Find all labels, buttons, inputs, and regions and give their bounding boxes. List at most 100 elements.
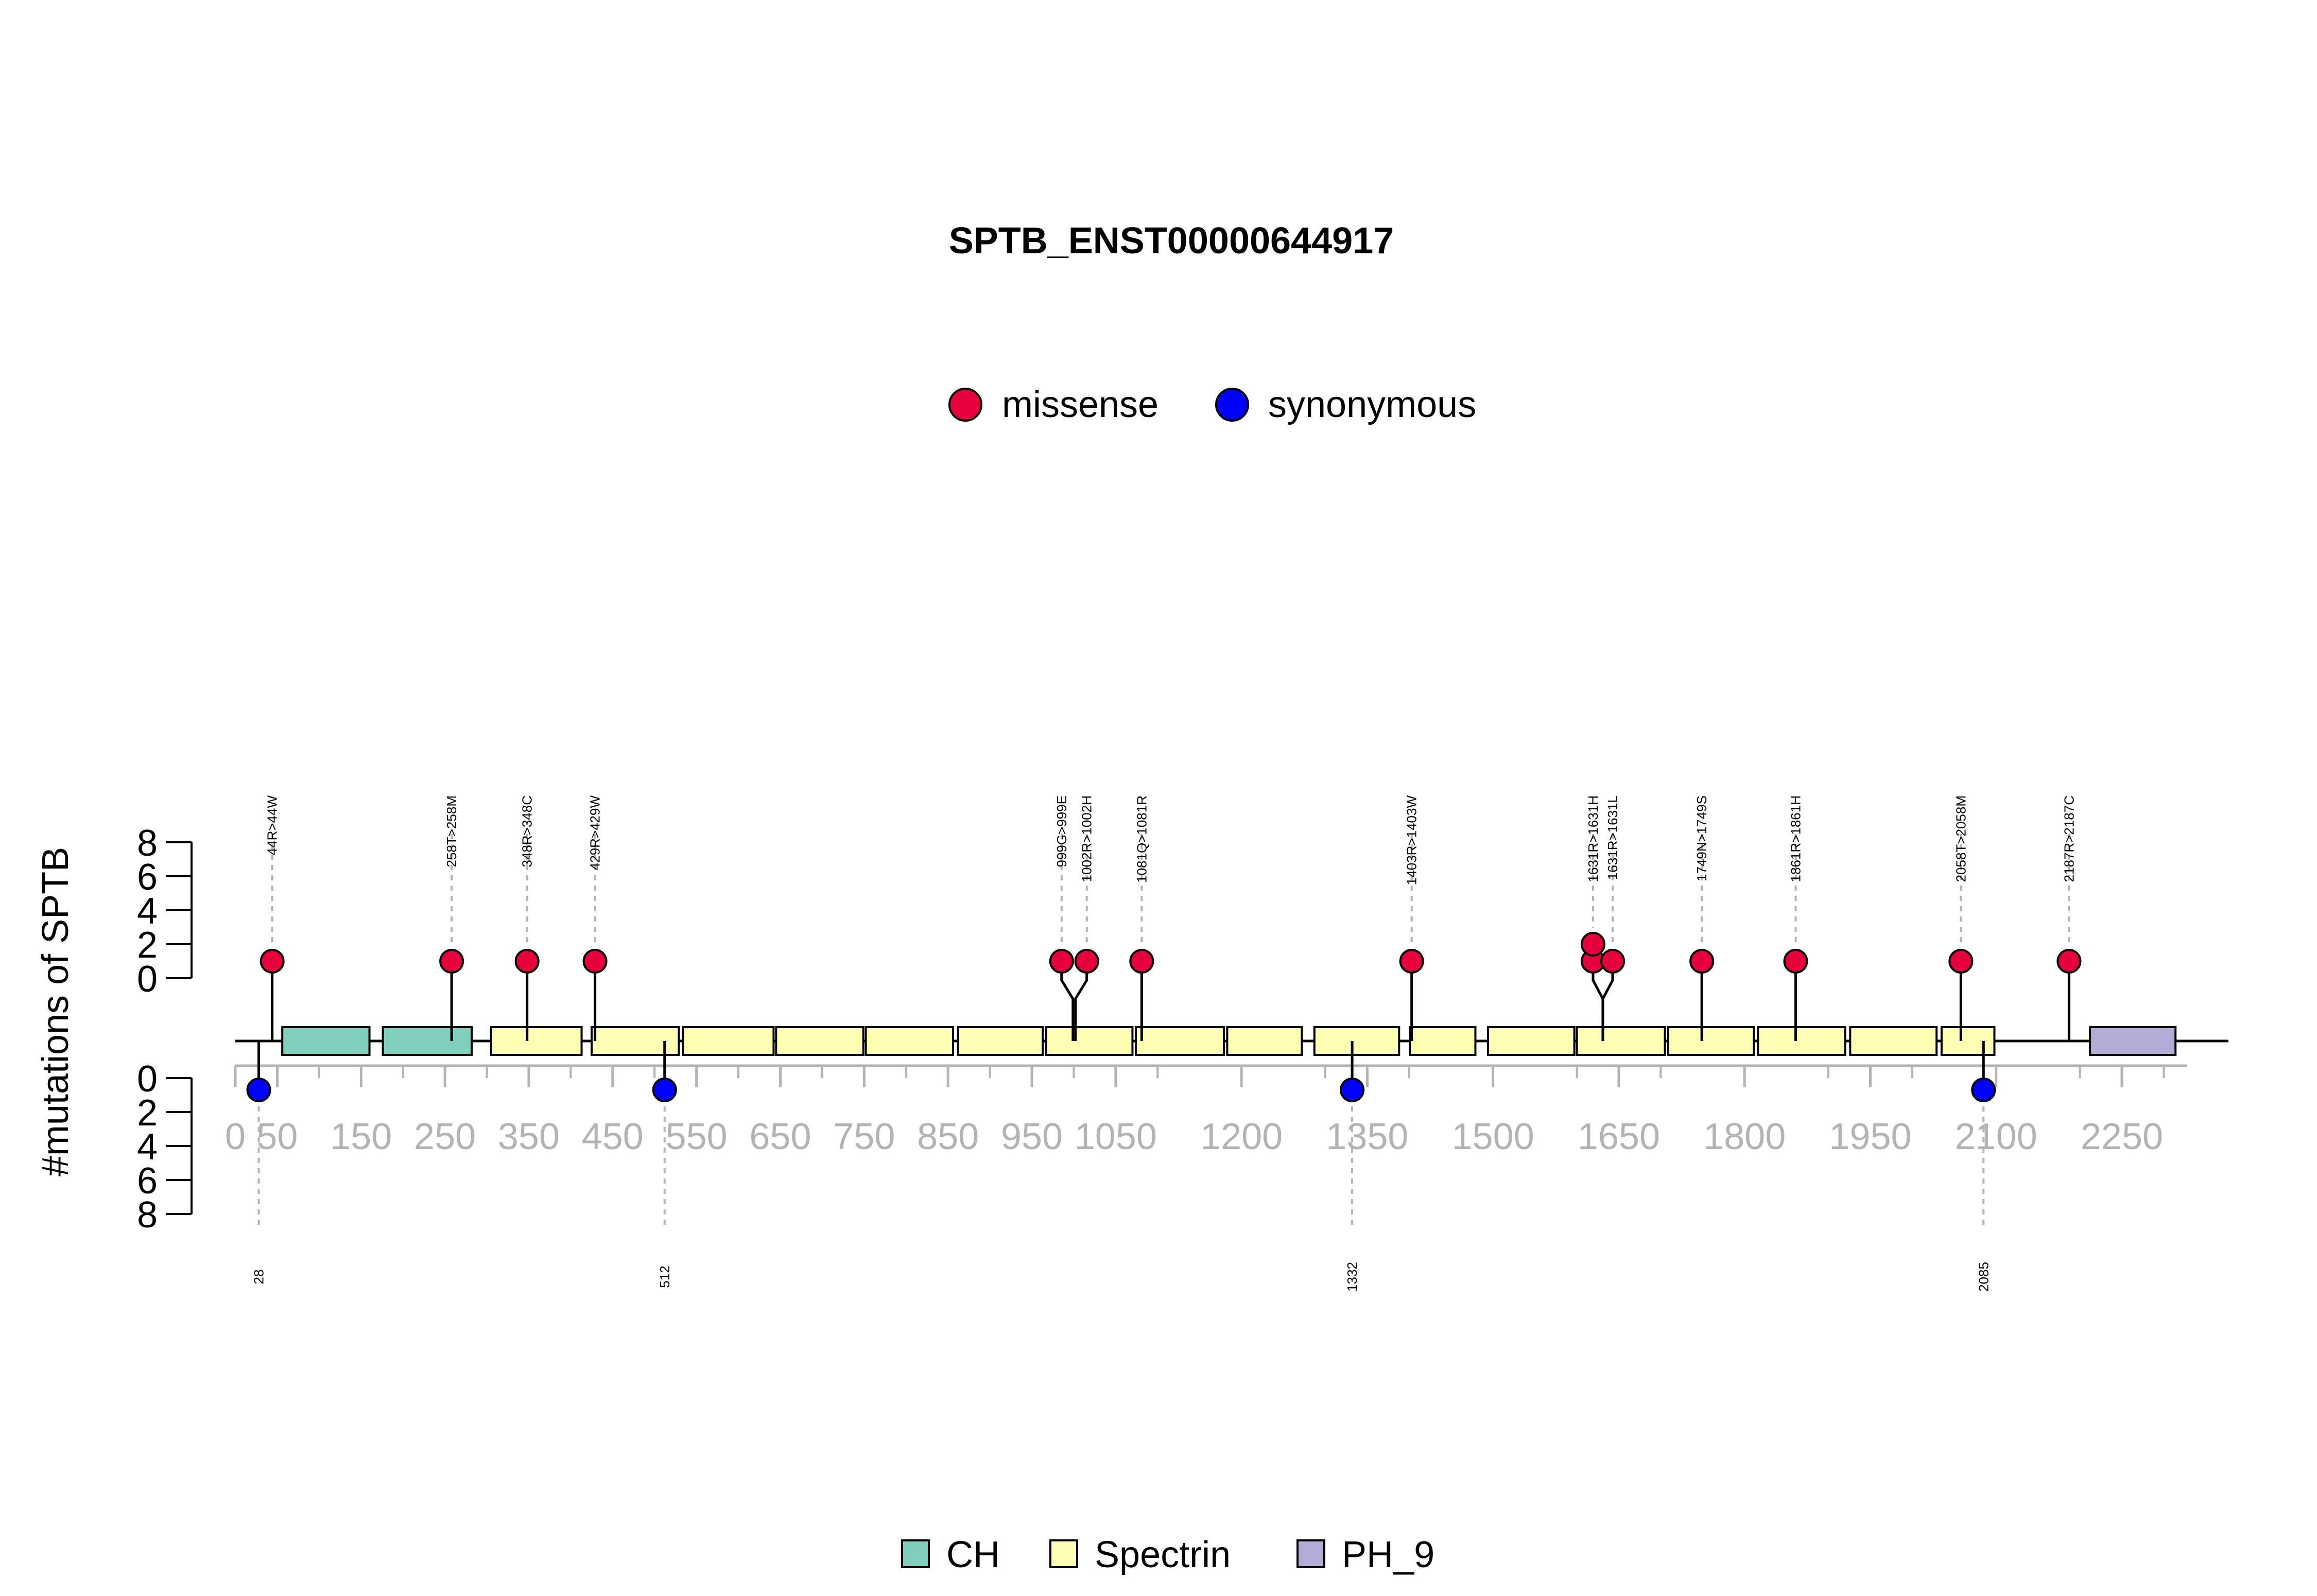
missense-label: 429R>429W xyxy=(587,795,603,871)
legend-label-missense: missense xyxy=(1002,384,1158,425)
mutation-legend: missense synonymous xyxy=(948,384,1476,425)
missense-label: 44R>44W xyxy=(265,795,280,856)
y-tick-label: 4 xyxy=(137,891,158,932)
x-axis: 0 50 150 250 350 450 550 650 750 850 950 1050 1200 13… xyxy=(225,1064,2187,1157)
missense-label: 2187R>2187C xyxy=(2061,795,2077,882)
synonymous-label: 512 xyxy=(657,1265,672,1288)
missense-point xyxy=(1129,949,1154,974)
missense-point xyxy=(1399,949,1424,974)
domain-Spectrin xyxy=(682,1026,775,1056)
domain-PH_9 xyxy=(2089,1026,2177,1056)
domain-Spectrin xyxy=(1576,1026,1666,1056)
missense-point xyxy=(1948,949,1974,974)
legend-swatch-Spectrin xyxy=(1049,1539,1078,1568)
domain-Spectrin xyxy=(490,1026,583,1056)
legend-label-CH: CH xyxy=(946,1534,1000,1575)
x-tick-label: 650 xyxy=(749,1116,811,1157)
x-tick-label: 550 xyxy=(666,1116,728,1157)
domain-Spectrin xyxy=(1226,1026,1303,1056)
domain-Spectrin xyxy=(1757,1026,1846,1056)
missense-label: 1081Q>1081R xyxy=(1134,795,1149,883)
x-tick-label: 150 xyxy=(330,1116,392,1157)
y-tick-label: 2 xyxy=(137,925,158,966)
legend-label-Spectrin: Spectrin xyxy=(1095,1534,1231,1575)
domain-Spectrin xyxy=(1409,1026,1477,1056)
missense-point xyxy=(1689,949,1715,974)
legend-marker-synonymous xyxy=(1215,388,1249,422)
domain-track xyxy=(281,1026,2177,1056)
x-tick-label: 2100 xyxy=(1955,1116,2037,1157)
missense-label: 2058T>2058M xyxy=(1953,795,1968,882)
legend-swatch-CH xyxy=(901,1539,930,1568)
domain-Spectrin xyxy=(1134,1026,1225,1056)
missense-label: 1002R>1002H xyxy=(1079,795,1095,882)
y-tick-label: 0 xyxy=(137,1059,158,1100)
domain-Spectrin xyxy=(1313,1026,1400,1056)
x-tick-label: 1650 xyxy=(1578,1116,1660,1157)
y-tick-label: 6 xyxy=(137,857,158,898)
missense-label: 1631R>1631H xyxy=(1585,795,1601,882)
x-tick-label: 0 xyxy=(225,1116,246,1157)
y-tick-label: 6 xyxy=(137,1160,158,1202)
missense-point xyxy=(1783,949,1808,974)
missense-point xyxy=(582,949,608,974)
missense-label: 258T>258M xyxy=(444,795,459,867)
missense-point xyxy=(1600,949,1625,974)
missense-point xyxy=(1580,932,1605,957)
missense-label: 999G>999E xyxy=(1054,795,1069,868)
x-tick-label: 1800 xyxy=(1703,1116,1786,1157)
missense-label: 1403R>1403W xyxy=(1404,795,1420,886)
y-tick-label: 0 xyxy=(137,959,158,1000)
legend-marker-missense xyxy=(948,388,982,422)
domain-Spectrin xyxy=(864,1026,954,1056)
synonymous-point xyxy=(652,1078,677,1102)
y-tick-label: 4 xyxy=(137,1126,158,1168)
legend-label-synonymous: synonymous xyxy=(1268,384,1476,425)
x-tick-label: 1200 xyxy=(1200,1116,1283,1157)
missense-label: 1749N>1749S xyxy=(1694,795,1709,881)
domain-Spectrin xyxy=(775,1026,864,1056)
y-axis-label: #mutations of SPTB xyxy=(35,847,76,1176)
legend-label-PH_9: PH_9 xyxy=(1342,1534,1434,1575)
missense-label: 1861R>1861H xyxy=(1788,795,1804,882)
chart-title: SPTB_ENST00000644917 xyxy=(949,220,1394,262)
x-tick-label: 950 xyxy=(1001,1116,1063,1157)
domain-Spectrin xyxy=(1486,1026,1576,1056)
domain-Spectrin xyxy=(1849,1026,1938,1056)
missense-point xyxy=(439,949,464,974)
domain-Spectrin xyxy=(1667,1026,1755,1056)
synonymous-label: 2085 xyxy=(1976,1262,1991,1292)
legend-swatch-PH_9 xyxy=(1296,1539,1325,1568)
x-tick-label: 1350 xyxy=(1326,1116,1408,1157)
x-tick-label: 350 xyxy=(498,1116,560,1157)
missense-label: 1631R>1631L xyxy=(1605,795,1620,880)
x-tick-label: 1500 xyxy=(1452,1116,1534,1157)
x-tick-label: 450 xyxy=(582,1116,644,1157)
synonymous-point xyxy=(1340,1078,1365,1102)
domain-Spectrin xyxy=(1045,1026,1134,1056)
x-tick-label: 2250 xyxy=(2081,1116,2163,1157)
y-tick-label: 2 xyxy=(137,1092,158,1134)
y-tick-label: 8 xyxy=(137,823,158,864)
x-tick-label: 1950 xyxy=(1829,1116,1911,1157)
domain-CH xyxy=(281,1026,371,1056)
synonymous-point xyxy=(1971,1078,1996,1102)
missense-point xyxy=(2056,949,2082,974)
x-tick-label: 750 xyxy=(833,1116,895,1157)
y-tick-label: 8 xyxy=(137,1194,158,1236)
x-tick-label: 850 xyxy=(917,1116,979,1157)
domain-legend: CH Spectrin PH_9 xyxy=(901,1534,1434,1575)
mutation-lollipops: 44R>44W 258T>258M 348R>348C 429R>429W 999G>9… xyxy=(246,795,2082,1292)
domain-Spectrin xyxy=(957,1026,1044,1056)
synonymous-point xyxy=(246,1078,271,1102)
synonymous-label: 28 xyxy=(251,1270,267,1285)
synonymous-label: 1332 xyxy=(1344,1262,1360,1292)
missense-point xyxy=(260,949,285,974)
domain-CH xyxy=(382,1026,473,1056)
missense-point xyxy=(1049,949,1074,974)
domain-Spectrin xyxy=(1940,1026,1996,1056)
missense-label: 348R>348C xyxy=(520,795,535,868)
missense-point xyxy=(1074,949,1099,974)
